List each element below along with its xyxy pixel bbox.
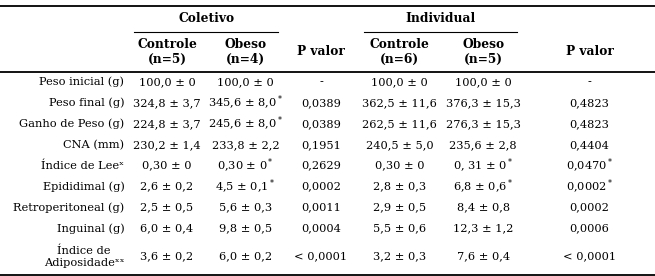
Text: Coletivo: Coletivo: [178, 12, 234, 25]
Text: 0,0002: 0,0002: [570, 202, 609, 213]
Text: 0,0004: 0,0004: [301, 223, 341, 233]
Text: < 0,0001: < 0,0001: [563, 252, 616, 262]
Text: 12,3 ± 1,2: 12,3 ± 1,2: [453, 223, 514, 233]
Text: Peso inicial (g): Peso inicial (g): [39, 77, 124, 87]
Text: P valor: P valor: [565, 46, 614, 59]
Text: 3,2 ± 0,3: 3,2 ± 0,3: [373, 252, 426, 262]
Text: 345,6 ± 8,0$^*$: 345,6 ± 8,0$^*$: [208, 94, 283, 112]
Text: 362,5 ± 11,6: 362,5 ± 11,6: [362, 98, 437, 108]
Text: 0,0470$^*$: 0,0470$^*$: [566, 156, 613, 175]
Text: 100,0 ± 0: 100,0 ± 0: [371, 77, 428, 87]
Text: 100,0 ± 0: 100,0 ± 0: [139, 77, 195, 87]
Text: 233,8 ± 2,2: 233,8 ± 2,2: [212, 140, 280, 150]
Text: 2,9 ± 0,5: 2,9 ± 0,5: [373, 202, 426, 213]
Text: 100,0 ± 0: 100,0 ± 0: [455, 77, 512, 87]
Text: 5,6 ± 0,3: 5,6 ± 0,3: [219, 202, 272, 213]
Text: 0,0011: 0,0011: [301, 202, 341, 213]
Text: < 0,0001: < 0,0001: [294, 252, 348, 262]
Text: 4,5 ± 0,1$^*$: 4,5 ± 0,1$^*$: [215, 177, 276, 196]
Text: 100,0 ± 0: 100,0 ± 0: [217, 77, 274, 87]
Text: 6,0 ± 0,2: 6,0 ± 0,2: [219, 252, 272, 262]
Text: 0,0002$^*$: 0,0002$^*$: [566, 177, 613, 196]
Text: Controle
(n=5): Controle (n=5): [137, 38, 197, 66]
Text: 245,6 ± 8,0$^*$: 245,6 ± 8,0$^*$: [208, 115, 283, 133]
Text: 0,30 ± 0$^*$: 0,30 ± 0$^*$: [217, 156, 274, 175]
Text: 2,5 ± 0,5: 2,5 ± 0,5: [140, 202, 194, 213]
Text: 0,0002: 0,0002: [301, 182, 341, 192]
Text: Epididimal (g): Epididimal (g): [43, 181, 124, 192]
Text: 0,4823: 0,4823: [570, 119, 609, 129]
Text: 5,5 ± 0,6: 5,5 ± 0,6: [373, 223, 426, 233]
Text: 224,8 ± 3,7: 224,8 ± 3,7: [133, 119, 201, 129]
Text: CNA (mm): CNA (mm): [64, 140, 124, 150]
Text: 376,3 ± 15,3: 376,3 ± 15,3: [445, 98, 521, 108]
Text: Ganho de Peso (g): Ganho de Peso (g): [19, 119, 124, 129]
Text: 240,5 ± 5,0: 240,5 ± 5,0: [365, 140, 434, 150]
Text: 0,30 ± 0: 0,30 ± 0: [375, 161, 424, 171]
Text: Inguinal (g): Inguinal (g): [57, 223, 124, 233]
Text: 0,0389: 0,0389: [301, 119, 341, 129]
Text: 235,6 ± 2,8: 235,6 ± 2,8: [449, 140, 517, 150]
Text: -: -: [588, 77, 591, 87]
Text: 276,3 ± 15,3: 276,3 ± 15,3: [445, 119, 521, 129]
Text: Individual: Individual: [405, 12, 476, 25]
Text: 0,30 ± 0: 0,30 ± 0: [142, 161, 192, 171]
Text: 9,8 ± 0,5: 9,8 ± 0,5: [219, 223, 272, 233]
Text: P valor: P valor: [297, 46, 345, 59]
Text: 3,6 ± 0,2: 3,6 ± 0,2: [140, 252, 194, 262]
Text: Índice de
Adiposidadeˣˣ: Índice de Adiposidadeˣˣ: [44, 246, 124, 268]
Text: 324,8 ± 3,7: 324,8 ± 3,7: [133, 98, 201, 108]
Text: 230,2 ± 1,4: 230,2 ± 1,4: [133, 140, 201, 150]
Text: 2,8 ± 0,3: 2,8 ± 0,3: [373, 182, 426, 192]
Text: Obeso
(n=4): Obeso (n=4): [225, 38, 267, 66]
Text: Obeso
(n=5): Obeso (n=5): [462, 38, 504, 66]
Text: 7,6 ± 0,4: 7,6 ± 0,4: [457, 252, 510, 262]
Text: 0,1951: 0,1951: [301, 140, 341, 150]
Text: 2,6 ± 0,2: 2,6 ± 0,2: [140, 182, 194, 192]
Text: Índice de Leeˣ: Índice de Leeˣ: [41, 160, 124, 171]
Text: 0, 31 ± 0$^*$: 0, 31 ± 0$^*$: [453, 156, 514, 175]
Text: Controle
(n=6): Controle (n=6): [369, 38, 430, 66]
Text: Peso final (g): Peso final (g): [49, 98, 124, 108]
Text: Retroperitoneal (g): Retroperitoneal (g): [13, 202, 124, 213]
Text: 0,2629: 0,2629: [301, 161, 341, 171]
Text: 6,0 ± 0,4: 6,0 ± 0,4: [140, 223, 194, 233]
Text: 0,0006: 0,0006: [570, 223, 609, 233]
Text: 0,4404: 0,4404: [570, 140, 609, 150]
Text: 262,5 ± 11,6: 262,5 ± 11,6: [362, 119, 437, 129]
Text: 0,0389: 0,0389: [301, 98, 341, 108]
Text: 6,8 ± 0,6$^*$: 6,8 ± 0,6$^*$: [453, 177, 514, 196]
Text: 0,4823: 0,4823: [570, 98, 609, 108]
Text: 8,4 ± 0,8: 8,4 ± 0,8: [457, 202, 510, 213]
Text: -: -: [319, 77, 323, 87]
